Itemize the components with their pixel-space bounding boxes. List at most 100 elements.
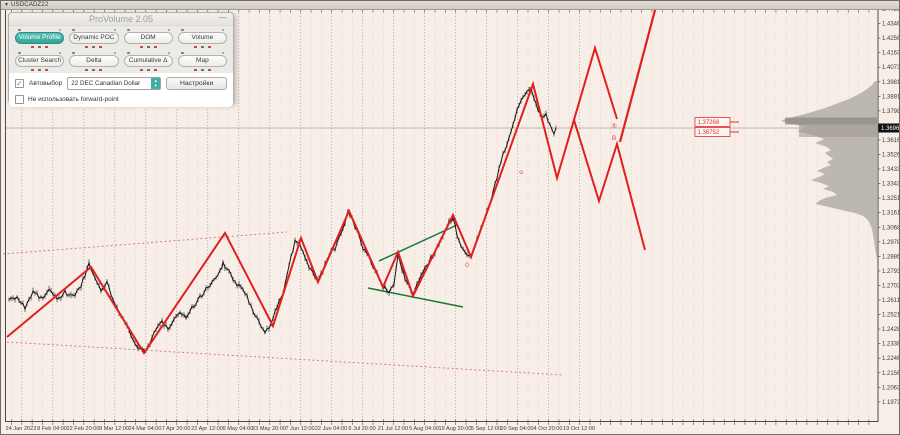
panel-button-cell: Cumulative Δ (123, 50, 173, 73)
price-axis-label: 1.29785 (882, 240, 900, 246)
button-marker-icons (178, 27, 227, 32)
spinner-up-icon[interactable]: ▲ (153, 78, 158, 83)
price-axis-label: 1.25210 (882, 313, 900, 319)
price-axis-label: 1.34335 (882, 167, 900, 173)
date-axis-label: 6 Jul 20:00 (348, 426, 375, 432)
button-status-dots (178, 67, 227, 73)
button-status-dots (15, 44, 64, 50)
date-axis-label: 22 Feb 20:00 (67, 426, 100, 432)
price-axis-label: 1.24285 (882, 327, 900, 333)
order-price-label: 1.36752 (698, 130, 720, 136)
dotted-trend-line (2, 231, 288, 255)
spinner-down-icon[interactable]: ▼ (153, 83, 158, 88)
date-axis-label: 7 Apr 20:00 (162, 426, 191, 432)
provolume-panel[interactable]: ProVolume 2.05 — Volume Profile Dynamic P… (8, 12, 234, 107)
zigzag-alternate-branch (573, 119, 646, 251)
panel-button-cell: Volume Profile (15, 27, 65, 50)
panel-button-volume-profile[interactable]: Volume Profile (15, 32, 65, 44)
forward-point-checkbox[interactable] (15, 94, 24, 104)
autoselect-checkbox[interactable]: ✓ (15, 78, 24, 88)
panel-button-volume[interactable]: Volume (177, 32, 227, 44)
profile-value-area (799, 124, 877, 137)
date-axis-label: 19 Oct 12:00 (563, 426, 595, 432)
price-axis-label: 1.38910 (882, 94, 900, 100)
panel-button-cell: Map (177, 50, 227, 73)
panel-button-cell: Dynamic POC (69, 27, 119, 50)
price-axis-label: 1.26110 (882, 298, 900, 304)
price-axis-label: 1.39810 (882, 80, 900, 86)
panel-button-dom[interactable]: DOM (123, 32, 173, 44)
price-axis-label: 1.35260 (882, 153, 900, 159)
price-axis-label: 1.23385 (882, 342, 900, 348)
wave-marker-label: 0 (465, 262, 469, 269)
collapse-icon[interactable]: ▾ (5, 2, 9, 8)
forward-point-row: Не использовать forward-point (9, 91, 233, 107)
price-axis-label: 1.31610 (882, 211, 900, 217)
price-axis-label: 1.37985 (882, 109, 900, 115)
zigzag-projection-line (618, 1, 659, 143)
price-axis-label: 1.20635 (882, 385, 900, 391)
autoselect-label: Автовыбор (29, 79, 63, 87)
button-status-dots (124, 44, 173, 50)
combo-spinner-icon[interactable]: ▲ ▼ (151, 77, 161, 89)
date-axis-label: 19 Aug 20:00 (439, 426, 472, 432)
panel-button-dynamic-poc[interactable]: Dynamic POC (69, 32, 119, 44)
price-axis-label: 1.27935 (882, 269, 900, 275)
price-axis-label: 1.28860 (882, 254, 900, 260)
profile-poc-band (785, 117, 877, 125)
panel-minimize-button[interactable]: — (219, 13, 227, 22)
button-marker-icons (15, 27, 64, 32)
panel-title: ProVolume 2.05 (88, 14, 154, 24)
button-marker-icons (124, 50, 173, 55)
button-status-dots (178, 44, 227, 50)
price-axis-label: 1.21560 (882, 371, 900, 377)
price-axis-label: 1.42560 (882, 36, 900, 42)
button-status-dots (69, 44, 118, 50)
button-marker-icons (124, 27, 173, 32)
panel-button-delta[interactable]: Delta (69, 55, 119, 67)
date-axis-label: 9 Mar 12:00 (99, 426, 129, 432)
price-axis-label: 1.40735 (882, 65, 900, 71)
date-axis-label: 24 Jan 2022 (6, 426, 37, 432)
instrument-row: ✓ Автовыбор 22 DEC Canadian Dollar ▲ ▼ Н… (9, 73, 233, 91)
price-axis-label: 1.30685 (882, 225, 900, 231)
settings-button[interactable]: Настройки (166, 76, 227, 90)
wave-marker-label: B (612, 135, 616, 142)
date-axis-label: 5 Aug 04:00 (409, 426, 439, 432)
button-status-dots (124, 67, 173, 73)
date-axis-label: 8 Feb 04:00 (37, 426, 67, 432)
panel-button-cumulative-[interactable]: Cumulative Δ (123, 55, 173, 67)
wave-marker-label: ⑤ (611, 122, 617, 130)
panel-button-cell: Volume (177, 27, 227, 50)
button-marker-icons (69, 50, 118, 55)
panel-title-bar[interactable]: ProVolume 2.05 — (9, 13, 233, 26)
volume-profile (781, 81, 877, 259)
date-axis-label: 21 Jul 12:00 (378, 426, 408, 432)
instrument-select[interactable]: 22 DEC Canadian Dollar ▲ ▼ (67, 76, 162, 90)
panel-button-grid: Volume Profile Dynamic POC DOM Volume Cluste… (9, 26, 233, 73)
price-axis-label: 1.43460 (882, 22, 900, 28)
forward-point-label: Не использовать forward-point (28, 95, 119, 103)
price-axis-label: 1.33435 (882, 182, 900, 188)
price-axis-label: 1.22460 (882, 356, 900, 362)
button-status-dots (15, 67, 64, 73)
panel-button-cell: Cluster Search (15, 50, 65, 73)
date-axis-label: 5 Sep 12:00 (471, 426, 501, 432)
panel-button-map[interactable]: Map (177, 55, 227, 67)
instrument-tab[interactable]: USDCADZ22 (11, 2, 49, 8)
price-line-series (8, 89, 557, 351)
price-axis-label: 1.36160 (882, 138, 900, 144)
window-titlebar[interactable]: ▾ USDCADZ22 (1, 1, 899, 10)
panel-button-cluster-search[interactable]: Cluster Search (15, 55, 65, 67)
button-marker-icons (178, 50, 227, 55)
wave-marker-label: o (519, 169, 523, 176)
date-axis-label: 23 May 20:00 (252, 426, 286, 432)
order-price-label: 1.37268 (698, 120, 720, 126)
panel-button-cell: DOM (123, 27, 173, 50)
button-marker-icons (69, 27, 118, 32)
date-axis-label: 22 Apr 12:00 (191, 426, 223, 432)
date-axis-label: 9 May 04:00 (223, 426, 254, 432)
